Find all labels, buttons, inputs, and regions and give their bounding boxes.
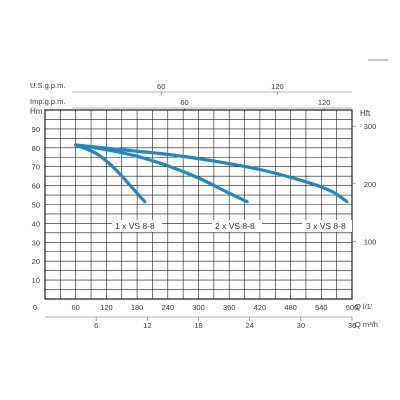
x-tick-label: 300 [192, 303, 205, 312]
pump-curves [74, 143, 349, 204]
x-tick-label: 120 [100, 303, 113, 312]
x-m3h-axis-ticks: 6 12 18 24 30 36 [94, 317, 356, 330]
x-m3h-tick-label: 18 [194, 321, 202, 330]
curve-label-1: 1 x VS 8-8 [115, 221, 155, 231]
imp-gpm-tick-label: 60 [180, 98, 188, 107]
x-m3h-tick-label: 6 [94, 321, 98, 330]
x-tick-label: 600 [346, 303, 359, 312]
x-tick-label: 60 [72, 303, 80, 312]
y-tick-label: 60 [32, 182, 40, 191]
plot-frame [44, 109, 353, 300]
y-tick-label: 90 [32, 125, 40, 134]
x-axis-ticks: 0 60 120 180 240 300 360 420 480 540 600 [33, 303, 358, 312]
us-gpm-axis-label: U.S.g.p.m. [30, 81, 65, 90]
y-tick-label: 50 [32, 201, 40, 210]
x-tick-label: 360 [223, 303, 236, 312]
x-m3h-axis-unit: Q m³/h [355, 320, 378, 329]
label-bg-2 [212, 220, 262, 232]
y-tick-label: 40 [32, 219, 40, 228]
y-tick-label: 20 [32, 257, 40, 266]
x-tick-label: 420 [254, 303, 267, 312]
x-axis-unit: Q l/1' [355, 302, 373, 311]
y-right-tick-label: 200 [364, 180, 377, 189]
us-gpm-tick-label: 120 [271, 82, 284, 91]
x-tick-label: 240 [162, 303, 175, 312]
y-right-tick-label: 300 [364, 122, 377, 131]
y-right-axis-ticks: 100 200 300 [352, 122, 376, 246]
us-gpm-tick-label: 60 [157, 82, 165, 91]
label-bg-3 [302, 220, 352, 232]
imp-gpm-axis-label: Imp.g.p.m. [30, 97, 65, 106]
grid-lines [44, 109, 353, 300]
label-bg-1 [112, 220, 162, 232]
x-tick-label: 0 [33, 303, 37, 312]
y-tick-label: 70 [32, 163, 40, 172]
x-tick-label: 180 [131, 303, 144, 312]
x-m3h-tick-label: 12 [143, 321, 151, 330]
curve-label-2: 2 x VS 8-8 [215, 221, 255, 231]
x-tick-label: 480 [284, 303, 297, 312]
curve-label-3: 3 x VS 8-8 [306, 221, 346, 231]
y-tick-label: 80 [32, 144, 40, 153]
y-right-tick-label: 100 [364, 237, 377, 246]
us-gpm-ticks: 60 120 [157, 82, 284, 95]
pump-curve-1 [74, 143, 147, 204]
y-tick-label: 10 [32, 276, 40, 285]
x-tick-label: 540 [315, 303, 328, 312]
x-m3h-tick-label: 30 [297, 321, 305, 330]
y-axis-ticks: 10 20 30 40 50 60 70 80 90 [32, 125, 40, 285]
y-right-axis-unit: Hft [360, 109, 371, 118]
x-m3h-tick-label: 24 [245, 321, 253, 330]
imp-gpm-tick-label: 120 [318, 98, 331, 107]
y-axis-unit: Hm [30, 107, 43, 116]
x-m3h-tick-label: 36 [348, 321, 356, 330]
pump-curve-3 [74, 143, 349, 204]
imp-gpm-ticks: 60 120 [180, 98, 330, 111]
y-tick-label: 30 [32, 238, 40, 247]
